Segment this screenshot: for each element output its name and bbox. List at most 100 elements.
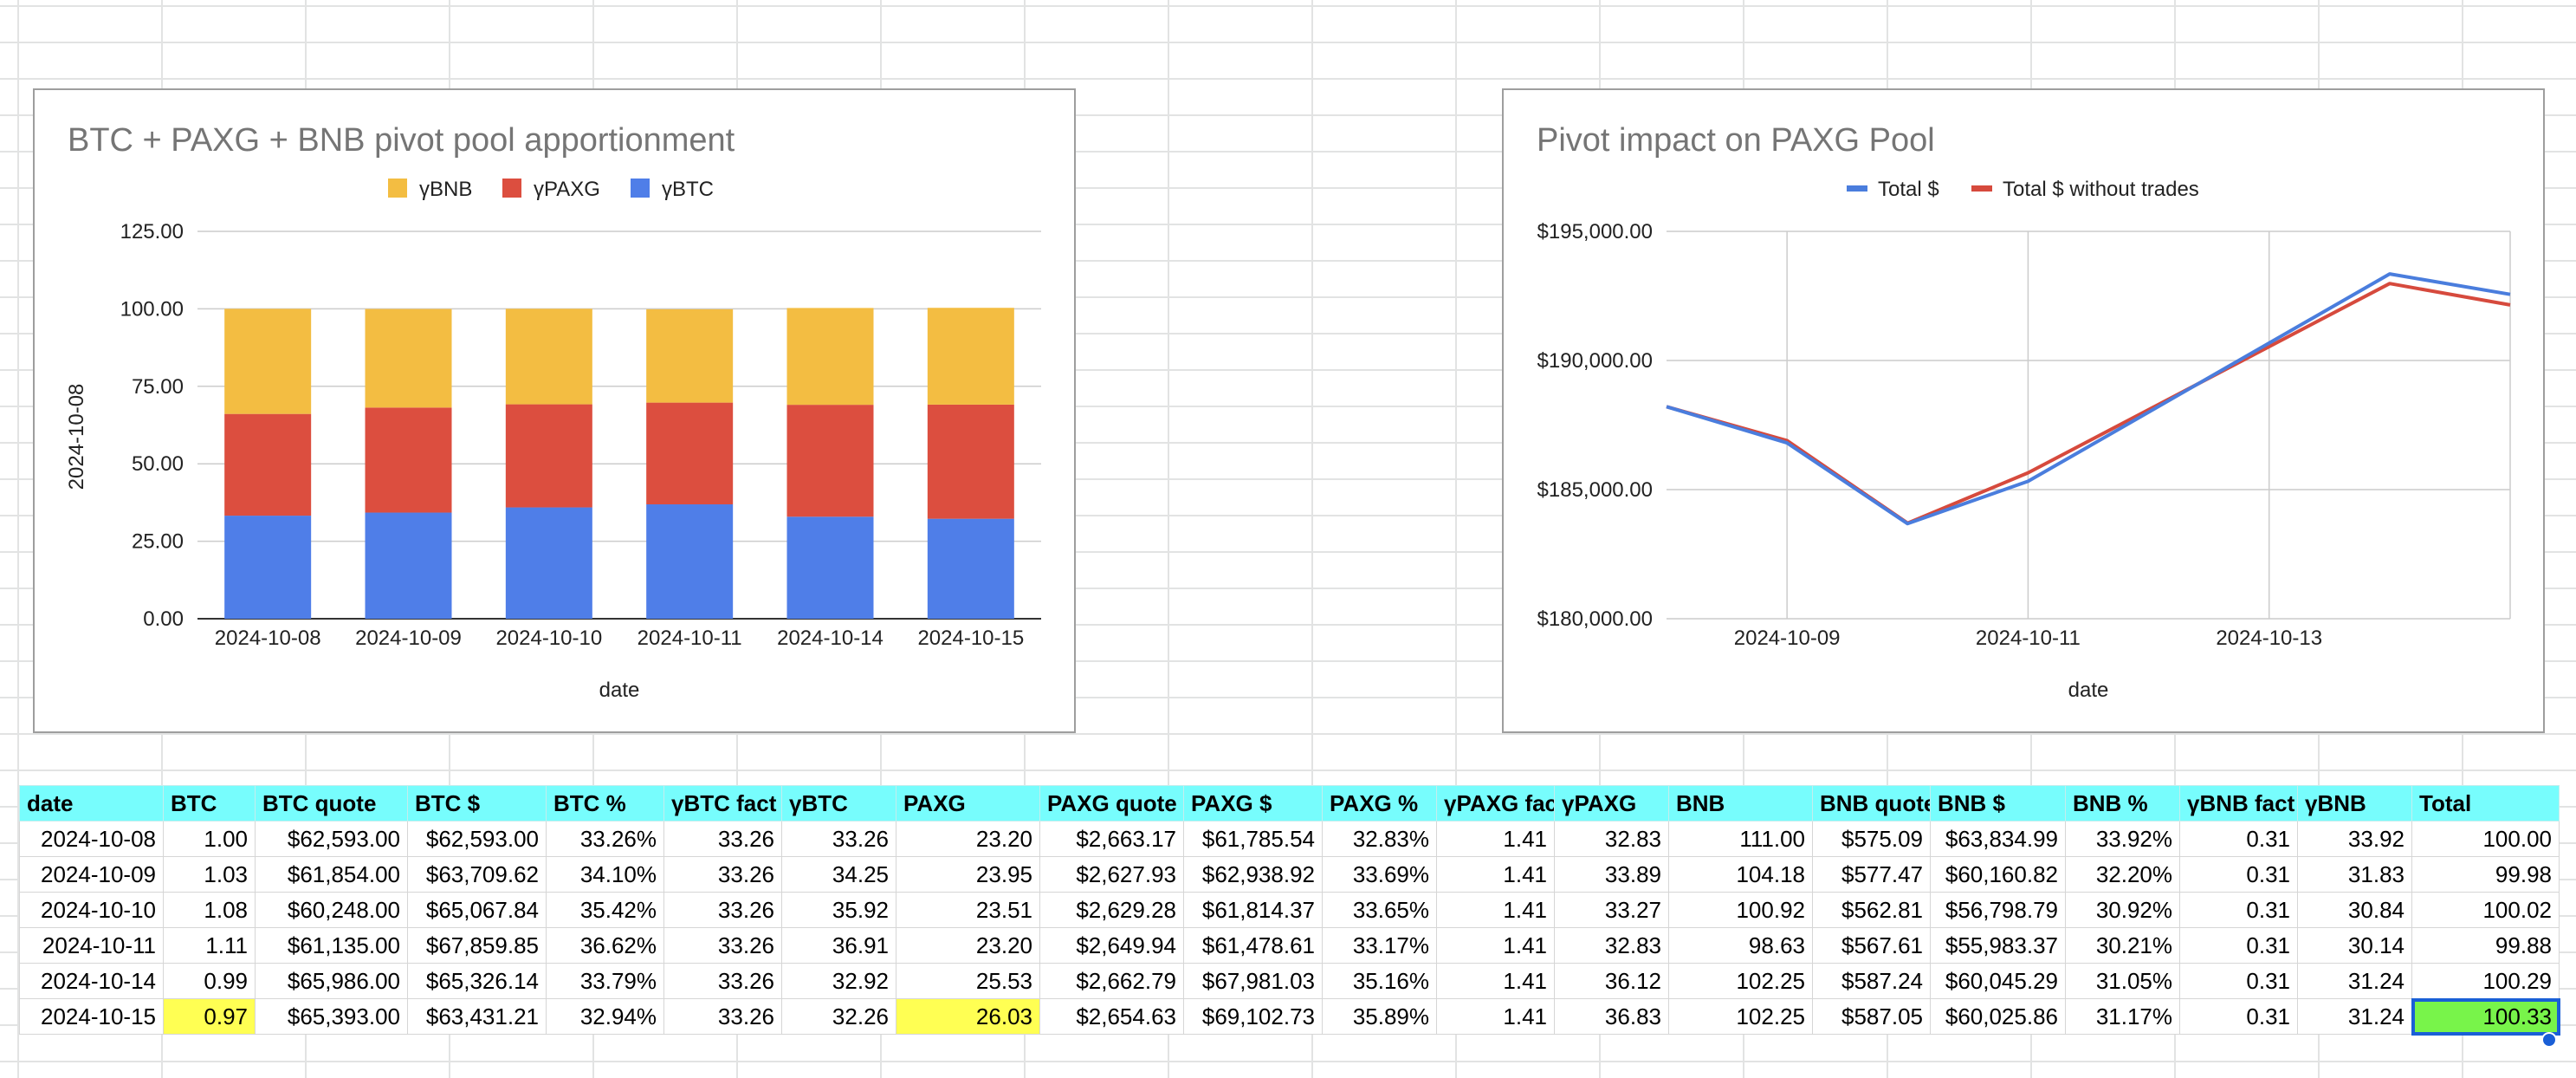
column-header[interactable]: BTC (164, 786, 256, 821)
table-cell[interactable]: 32.26 (782, 999, 896, 1035)
table-cell[interactable]: 34.10% (547, 857, 664, 893)
table-cell[interactable]: $61,478.61 (1184, 928, 1323, 964)
column-header[interactable]: BNB % (2066, 786, 2180, 821)
column-header[interactable]: date (20, 786, 164, 821)
table-cell[interactable]: 1.41 (1437, 857, 1555, 893)
table-cell[interactable]: $61,135.00 (256, 928, 408, 964)
table-cell[interactable]: 100.00 (2412, 821, 2560, 857)
table-cell[interactable]: 33.27 (1555, 893, 1669, 928)
table-cell[interactable]: 2024-10-14 (20, 964, 164, 999)
table-cell[interactable]: 1.41 (1437, 928, 1555, 964)
table-cell[interactable]: 26.03 (896, 999, 1040, 1035)
table-cell[interactable]: 33.79% (547, 964, 664, 999)
table-cell[interactable]: 2024-10-15 (20, 999, 164, 1035)
column-header[interactable]: γBTC (782, 786, 896, 821)
table-cell[interactable]: $65,326.14 (408, 964, 547, 999)
table-cell[interactable]: 33.26 (664, 857, 782, 893)
table-cell[interactable]: 1.08 (164, 893, 256, 928)
table-cell[interactable]: $65,393.00 (256, 999, 408, 1035)
table-cell[interactable]: 33.92 (2298, 821, 2412, 857)
table-cell[interactable]: 102.25 (1669, 999, 1813, 1035)
table-cell[interactable]: 1.11 (164, 928, 256, 964)
table-cell[interactable]: $67,859.85 (408, 928, 547, 964)
table-cell[interactable]: 99.98 (2412, 857, 2560, 893)
column-header[interactable]: BNB $ (1931, 786, 2066, 821)
table-cell[interactable]: 0.97 (164, 999, 256, 1035)
table-cell[interactable]: 30.92% (2066, 893, 2180, 928)
table-cell[interactable]: 35.92 (782, 893, 896, 928)
table-cell[interactable]: 36.12 (1555, 964, 1669, 999)
table-cell[interactable]: $575.09 (1813, 821, 1931, 857)
column-header[interactable]: PAXG $ (1184, 786, 1323, 821)
selection-fill-handle[interactable] (2541, 1032, 2557, 1048)
table-cell[interactable]: $61,785.54 (1184, 821, 1323, 857)
table-cell[interactable]: 33.26% (547, 821, 664, 857)
column-header[interactable]: BTC % (547, 786, 664, 821)
column-header[interactable]: BNB (1669, 786, 1813, 821)
table-cell[interactable]: 31.05% (2066, 964, 2180, 999)
table-cell[interactable]: $2,662.79 (1040, 964, 1184, 999)
table-cell[interactable]: 36.83 (1555, 999, 1669, 1035)
table-cell[interactable]: 2024-10-10 (20, 893, 164, 928)
table-cell[interactable]: $60,025.86 (1931, 999, 2066, 1035)
table-cell[interactable]: 0.31 (2180, 893, 2298, 928)
table-cell[interactable]: $61,814.37 (1184, 893, 1323, 928)
table-cell[interactable]: $69,102.73 (1184, 999, 1323, 1035)
table-cell[interactable]: 0.31 (2180, 964, 2298, 999)
table-cell[interactable]: 23.51 (896, 893, 1040, 928)
table-cell[interactable]: 100.33 (2412, 999, 2560, 1035)
table-cell[interactable]: 33.26 (664, 928, 782, 964)
table-cell[interactable]: 104.18 (1669, 857, 1813, 893)
column-header[interactable]: PAXG quote (1040, 786, 1184, 821)
table-cell[interactable]: 32.94% (547, 999, 664, 1035)
chart-pool-apportionment[interactable]: BTC + PAXG + BNB pivot pool apportionmen… (33, 88, 1076, 733)
table-cell[interactable]: $2,654.63 (1040, 999, 1184, 1035)
table-cell[interactable]: $62,593.00 (256, 821, 408, 857)
column-header[interactable]: PAXG (896, 786, 1040, 821)
table-cell[interactable]: 111.00 (1669, 821, 1813, 857)
table-cell[interactable]: 100.02 (2412, 893, 2560, 928)
table-cell[interactable]: $567.61 (1813, 928, 1931, 964)
column-header[interactable]: BTC $ (408, 786, 547, 821)
table-cell[interactable]: 30.84 (2298, 893, 2412, 928)
table-cell[interactable]: 33.26 (664, 821, 782, 857)
table-cell[interactable]: 36.91 (782, 928, 896, 964)
table-cell[interactable]: 0.31 (2180, 821, 2298, 857)
table-cell[interactable]: 23.95 (896, 857, 1040, 893)
table-cell[interactable]: 0.31 (2180, 999, 2298, 1035)
table-cell[interactable]: 1.41 (1437, 893, 1555, 928)
table-cell[interactable]: 23.20 (896, 821, 1040, 857)
table-cell[interactable]: 0.31 (2180, 857, 2298, 893)
table-cell[interactable]: 31.17% (2066, 999, 2180, 1035)
table-cell[interactable]: $61,854.00 (256, 857, 408, 893)
table-cell[interactable]: 33.26 (664, 999, 782, 1035)
table-cell[interactable]: 2024-10-08 (20, 821, 164, 857)
table-cell[interactable]: $62,593.00 (408, 821, 547, 857)
table-cell[interactable]: $63,709.62 (408, 857, 547, 893)
column-header[interactable]: γBTC fact (664, 786, 782, 821)
table-cell[interactable]: $2,649.94 (1040, 928, 1184, 964)
column-header[interactable]: γBNB (2298, 786, 2412, 821)
table-cell[interactable]: $587.24 (1813, 964, 1931, 999)
table-cell[interactable]: 33.26 (664, 964, 782, 999)
table-cell[interactable]: 33.69% (1323, 857, 1437, 893)
table-cell[interactable]: 102.25 (1669, 964, 1813, 999)
table-cell[interactable]: 33.65% (1323, 893, 1437, 928)
table-cell[interactable]: $67,981.03 (1184, 964, 1323, 999)
table-cell[interactable]: $2,627.93 (1040, 857, 1184, 893)
column-header[interactable]: BNB quote (1813, 786, 1931, 821)
table-cell[interactable]: 25.53 (896, 964, 1040, 999)
table-cell[interactable]: $2,663.17 (1040, 821, 1184, 857)
table-cell[interactable]: $63,834.99 (1931, 821, 2066, 857)
table-cell[interactable]: 1.03 (164, 857, 256, 893)
table-cell[interactable]: $56,798.79 (1931, 893, 2066, 928)
table-cell[interactable]: 30.21% (2066, 928, 2180, 964)
table-cell[interactable]: 32.92 (782, 964, 896, 999)
table-cell[interactable]: 33.26 (782, 821, 896, 857)
table-cell[interactable]: $65,986.00 (256, 964, 408, 999)
table-cell[interactable]: 31.24 (2298, 999, 2412, 1035)
table-cell[interactable]: 32.83% (1323, 821, 1437, 857)
table-cell[interactable]: 31.24 (2298, 964, 2412, 999)
table-cell[interactable]: 35.42% (547, 893, 664, 928)
table-cell[interactable]: 31.83 (2298, 857, 2412, 893)
